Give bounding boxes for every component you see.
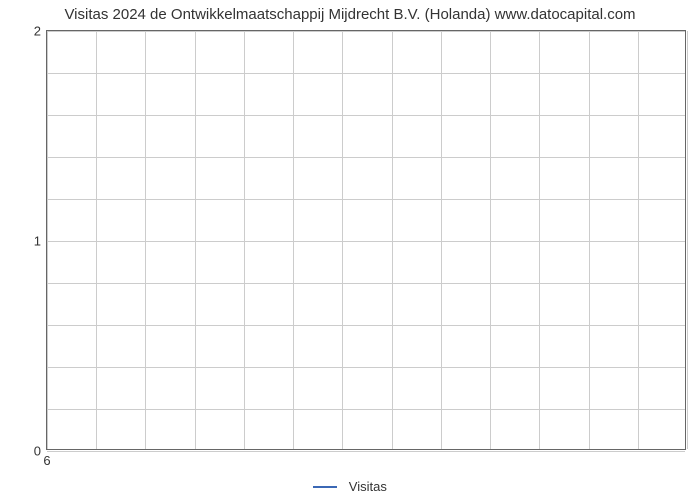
gridline-vertical (195, 31, 196, 449)
legend: Visitas (0, 478, 700, 494)
gridline-vertical (589, 31, 590, 449)
gridline-vertical (392, 31, 393, 449)
plot-area: 0126 (46, 30, 686, 450)
gridline-vertical (539, 31, 540, 449)
gridline-vertical (96, 31, 97, 449)
gridline-vertical (342, 31, 343, 449)
legend-label: Visitas (349, 479, 387, 494)
gridline-vertical (490, 31, 491, 449)
y-tick-label: 1 (34, 234, 41, 249)
legend-swatch (313, 486, 337, 488)
gridline-vertical (145, 31, 146, 449)
y-tick-label: 2 (34, 24, 41, 39)
chart-container: Visitas 2024 de Ontwikkelmaatschappij Mi… (0, 0, 700, 500)
chart-title: Visitas 2024 de Ontwikkelmaatschappij Mi… (0, 6, 700, 23)
gridline-vertical (687, 31, 688, 449)
gridline-vertical (638, 31, 639, 449)
gridline-vertical (441, 31, 442, 449)
gridline-vertical (293, 31, 294, 449)
x-tick-label: 6 (43, 453, 50, 468)
y-tick-label: 0 (34, 444, 41, 459)
gridline-vertical (47, 31, 48, 449)
gridline-horizontal (47, 451, 685, 452)
gridline-vertical (244, 31, 245, 449)
